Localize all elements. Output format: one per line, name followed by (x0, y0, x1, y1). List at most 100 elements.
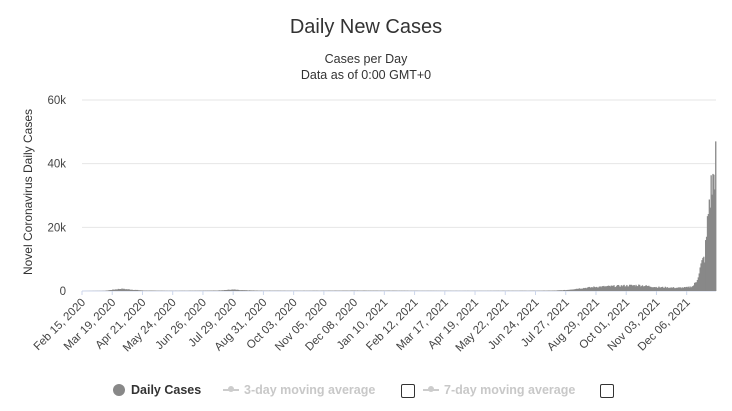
daily-cases-bar[interactable] (644, 285, 646, 291)
daily-cases-bar[interactable] (220, 290, 222, 291)
daily-cases-bar[interactable] (553, 290, 556, 291)
daily-cases-bar[interactable] (354, 290, 356, 291)
daily-cases-bar[interactable] (583, 287, 585, 291)
daily-cases-bar[interactable] (126, 289, 129, 291)
daily-cases-bar[interactable] (356, 290, 359, 291)
daily-cases-bar[interactable] (584, 287, 587, 291)
daily-cases-bar[interactable] (614, 287, 616, 291)
daily-cases-bar[interactable] (241, 290, 243, 291)
daily-cases-bar[interactable] (623, 284, 625, 291)
daily-cases-bar[interactable] (576, 288, 579, 291)
daily-cases-bar[interactable] (588, 286, 590, 291)
daily-cases-bar[interactable] (615, 286, 617, 291)
daily-cases-bar[interactable] (705, 236, 708, 291)
daily-cases-bar[interactable] (633, 285, 635, 291)
daily-cases-bar[interactable] (561, 290, 563, 291)
daily-cases-bar[interactable] (608, 285, 611, 291)
daily-cases-bar[interactable] (125, 289, 127, 291)
daily-cases-bar[interactable] (684, 287, 687, 291)
daily-cases-bar[interactable] (580, 288, 582, 291)
daily-cases-bar[interactable] (653, 287, 656, 291)
daily-cases-bar[interactable] (251, 290, 253, 291)
daily-cases-bar[interactable] (701, 260, 703, 291)
daily-cases-bar[interactable] (213, 290, 215, 291)
daily-cases-bar[interactable] (639, 286, 642, 291)
daily-cases-bar[interactable] (715, 141, 717, 291)
daily-cases-bar[interactable] (712, 173, 714, 291)
daily-cases-bar[interactable] (600, 287, 602, 291)
daily-cases-bar[interactable] (642, 286, 645, 291)
daily-cases-bar[interactable] (655, 286, 657, 291)
legend-item-daily-cases[interactable]: Daily Cases (113, 380, 201, 400)
daily-cases-bar[interactable] (571, 289, 573, 291)
daily-cases-bar[interactable] (688, 287, 690, 291)
daily-cases-bar[interactable] (626, 284, 628, 291)
daily-cases-bar[interactable] (693, 285, 695, 291)
daily-cases-bar[interactable] (563, 289, 566, 291)
daily-cases-bar[interactable] (621, 286, 623, 291)
daily-cases-bar[interactable] (224, 290, 227, 291)
daily-cases-bar[interactable] (593, 286, 595, 291)
daily-cases-bar[interactable] (254, 290, 256, 291)
daily-cases-bar[interactable] (556, 290, 558, 291)
daily-cases-bar[interactable] (657, 287, 659, 291)
daily-cases-bar[interactable] (672, 287, 674, 291)
daily-cases-bar[interactable] (702, 257, 704, 291)
daily-cases-bar[interactable] (649, 286, 651, 291)
daily-cases-bar[interactable] (566, 289, 568, 291)
daily-cases-bar[interactable] (108, 290, 110, 291)
daily-cases-bar[interactable] (132, 289, 134, 291)
daily-cases-bar[interactable] (573, 289, 576, 291)
daily-cases-bar[interactable] (601, 286, 603, 291)
daily-cases-bar[interactable] (671, 287, 673, 291)
daily-cases-bar[interactable] (140, 290, 142, 291)
daily-cases-bar[interactable] (689, 286, 691, 291)
daily-cases-bar[interactable] (364, 290, 366, 291)
daily-cases-bar[interactable] (107, 290, 109, 291)
daily-cases-bar[interactable] (594, 286, 596, 291)
daily-cases-bar[interactable] (572, 289, 574, 291)
daily-cases-bar[interactable] (674, 288, 677, 291)
daily-cases-bar[interactable] (584, 288, 586, 291)
daily-cases-bar[interactable] (585, 288, 588, 291)
daily-cases-bar[interactable] (246, 290, 249, 291)
daily-cases-bar[interactable] (628, 284, 631, 291)
daily-cases-bar[interactable] (574, 289, 577, 291)
daily-cases-bar[interactable] (213, 290, 216, 291)
daily-cases-bar[interactable] (599, 286, 601, 291)
daily-cases-bar[interactable] (226, 289, 229, 291)
daily-cases-bar[interactable] (691, 286, 693, 291)
daily-cases-bar[interactable] (252, 290, 254, 291)
daily-cases-bar[interactable] (624, 286, 626, 291)
daily-cases-series[interactable] (82, 141, 717, 291)
daily-cases-bar[interactable] (236, 289, 239, 291)
daily-cases-bar[interactable] (250, 290, 252, 291)
daily-cases-bar[interactable] (557, 290, 559, 291)
daily-cases-bar[interactable] (249, 290, 251, 291)
daily-cases-bar[interactable] (640, 286, 643, 291)
daily-cases-bar[interactable] (119, 289, 121, 291)
daily-cases-bar[interactable] (578, 288, 580, 291)
daily-cases-bar[interactable] (682, 287, 684, 291)
daily-cases-bar[interactable] (136, 289, 138, 291)
daily-cases-bar[interactable] (638, 284, 640, 291)
daily-cases-bar[interactable] (113, 289, 115, 291)
daily-cases-bar[interactable] (607, 285, 610, 291)
daily-cases-bar[interactable] (596, 287, 599, 291)
daily-cases-bar[interactable] (560, 290, 562, 291)
daily-cases-bar[interactable] (660, 287, 662, 291)
daily-cases-bar[interactable] (570, 289, 572, 291)
daily-cases-bar[interactable] (238, 290, 240, 291)
daily-cases-bar[interactable] (694, 282, 696, 291)
daily-cases-bar[interactable] (230, 289, 232, 291)
daily-cases-bar[interactable] (121, 288, 123, 291)
daily-cases-bar[interactable] (650, 286, 652, 291)
daily-cases-bar[interactable] (120, 289, 122, 291)
daily-cases-bar[interactable] (575, 288, 578, 291)
daily-cases-bar[interactable] (565, 290, 568, 291)
daily-cases-bar[interactable] (229, 289, 231, 291)
daily-cases-bar[interactable] (650, 287, 653, 291)
daily-cases-bar[interactable] (651, 287, 654, 291)
daily-cases-bar[interactable] (219, 290, 221, 291)
daily-cases-bar[interactable] (698, 273, 700, 291)
